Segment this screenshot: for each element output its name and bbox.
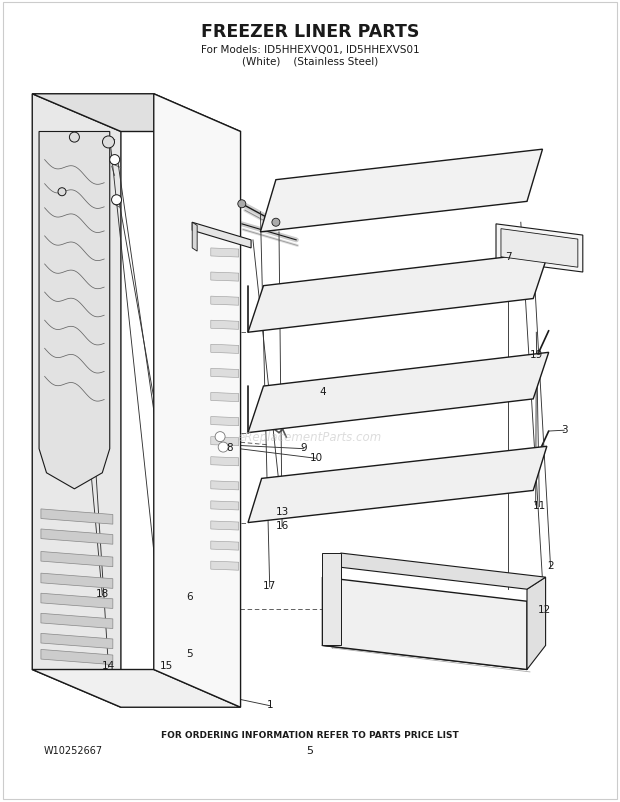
Circle shape [272, 219, 280, 227]
Polygon shape [322, 553, 546, 589]
Polygon shape [32, 95, 241, 132]
Text: 2: 2 [547, 561, 554, 570]
Polygon shape [211, 541, 239, 550]
Polygon shape [41, 614, 113, 629]
Text: FOR ORDERING INFORMATION REFER TO PARTS PRICE LIST: FOR ORDERING INFORMATION REFER TO PARTS … [161, 730, 459, 739]
Polygon shape [211, 273, 239, 282]
Polygon shape [248, 353, 549, 433]
Text: 5: 5 [186, 649, 192, 658]
Polygon shape [211, 345, 239, 354]
Circle shape [102, 137, 115, 148]
Polygon shape [192, 223, 251, 249]
Polygon shape [211, 481, 239, 490]
Text: 11: 11 [533, 500, 546, 510]
Circle shape [69, 133, 79, 143]
Text: 4: 4 [319, 387, 326, 396]
Text: FREEZER LINER PARTS: FREEZER LINER PARTS [201, 23, 419, 41]
Text: 5: 5 [306, 745, 314, 755]
Polygon shape [260, 150, 542, 233]
Text: 19: 19 [529, 350, 543, 359]
Text: W10252667: W10252667 [43, 745, 102, 755]
Text: 12: 12 [538, 605, 551, 614]
Polygon shape [211, 437, 239, 446]
Polygon shape [211, 393, 239, 402]
Polygon shape [527, 577, 546, 670]
Polygon shape [211, 297, 239, 306]
Polygon shape [192, 223, 197, 252]
Polygon shape [322, 577, 527, 670]
Polygon shape [154, 95, 241, 707]
Polygon shape [41, 552, 113, 567]
Polygon shape [211, 561, 239, 570]
Polygon shape [248, 253, 549, 333]
Polygon shape [211, 521, 239, 530]
Polygon shape [41, 593, 113, 609]
Text: 7: 7 [505, 252, 511, 261]
Text: 10: 10 [309, 452, 323, 462]
Polygon shape [41, 634, 113, 649]
Polygon shape [211, 501, 239, 510]
Polygon shape [32, 670, 241, 707]
Circle shape [215, 432, 225, 442]
Text: 8: 8 [226, 443, 232, 452]
Circle shape [218, 443, 228, 452]
Text: eReplacementParts.com: eReplacementParts.com [238, 431, 382, 444]
Polygon shape [41, 529, 113, 545]
Polygon shape [496, 225, 583, 273]
Text: 13: 13 [275, 506, 289, 516]
Polygon shape [41, 573, 113, 589]
Polygon shape [322, 553, 341, 646]
Circle shape [112, 196, 122, 205]
Circle shape [238, 200, 246, 209]
Text: 16: 16 [275, 520, 289, 530]
Polygon shape [41, 509, 113, 525]
Text: 3: 3 [561, 424, 567, 434]
Text: (White)    (Stainless Steel): (White) (Stainless Steel) [242, 56, 378, 66]
Polygon shape [501, 229, 578, 268]
Text: For Models: ID5HHEXVQ01, ID5HHEXVS01: For Models: ID5HHEXVQ01, ID5HHEXVS01 [201, 45, 419, 55]
Polygon shape [41, 650, 113, 665]
Text: 1: 1 [267, 699, 273, 709]
Text: 18: 18 [95, 589, 109, 598]
Text: 14: 14 [102, 661, 115, 670]
Text: 15: 15 [159, 661, 173, 670]
Text: 17: 17 [263, 581, 277, 590]
Polygon shape [211, 417, 239, 426]
Polygon shape [248, 447, 547, 523]
Circle shape [58, 188, 66, 196]
Polygon shape [211, 369, 239, 378]
Circle shape [110, 156, 120, 165]
Polygon shape [39, 132, 110, 489]
Polygon shape [211, 321, 239, 330]
Text: 6: 6 [186, 591, 192, 601]
Polygon shape [211, 457, 239, 466]
Polygon shape [211, 249, 239, 257]
Text: 9: 9 [301, 443, 307, 452]
Polygon shape [32, 95, 121, 707]
